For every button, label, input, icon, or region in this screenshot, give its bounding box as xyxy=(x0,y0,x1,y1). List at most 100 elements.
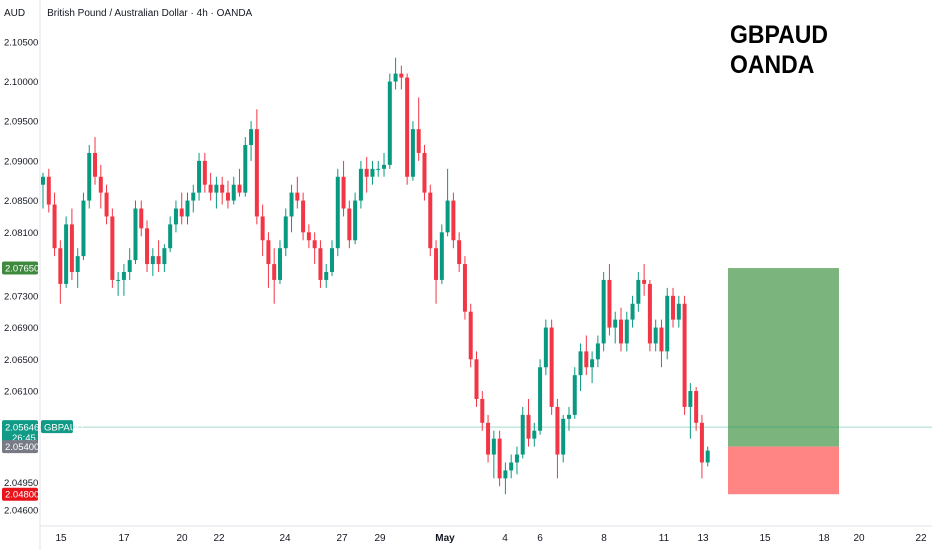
candle-body xyxy=(110,216,115,280)
candle-body xyxy=(665,295,670,352)
candle-body xyxy=(127,260,132,272)
time-tick-label: 18 xyxy=(818,533,830,544)
candle-body xyxy=(694,391,699,423)
price-tick-label: 2.06100 xyxy=(4,387,38,398)
candle-body xyxy=(272,264,277,280)
candle-body xyxy=(410,129,415,177)
time-tick-label: 8 xyxy=(601,533,607,544)
price-tick-label: 2.08100 xyxy=(4,228,38,239)
entry-price-tag-text: 2.05400 xyxy=(5,442,39,453)
candle-body xyxy=(578,351,583,376)
candle-body xyxy=(671,295,676,320)
candle-body xyxy=(503,470,508,479)
candle-body xyxy=(156,256,161,265)
candle-body xyxy=(509,462,514,471)
candle-body xyxy=(376,168,381,170)
candle-body xyxy=(688,391,693,407)
candle-body xyxy=(335,176,340,249)
candle-body xyxy=(121,272,126,280)
candle-body xyxy=(382,164,387,169)
candle-body xyxy=(266,240,271,265)
candle-body xyxy=(116,279,121,281)
stop-loss-zone[interactable] xyxy=(728,446,839,495)
candle-body xyxy=(69,224,74,272)
candle-body xyxy=(318,248,323,280)
candle-body xyxy=(58,248,63,284)
candle-body xyxy=(613,319,618,328)
watermark-exchange: OANDA xyxy=(730,51,815,79)
candle-body xyxy=(81,200,86,257)
candle-body xyxy=(312,240,317,249)
price-tick-label: 2.06900 xyxy=(4,323,38,334)
candle-body xyxy=(289,192,294,217)
candle-body xyxy=(543,327,548,368)
price-tick-label: 2.09000 xyxy=(4,156,38,167)
profit-zone[interactable] xyxy=(728,268,839,447)
candle-body xyxy=(237,184,242,193)
candle-body xyxy=(220,184,225,193)
symbol-tag-text: GBPAUD xyxy=(44,422,84,433)
candle-body xyxy=(532,430,537,439)
candle-body xyxy=(491,438,496,455)
time-tick-label: 15 xyxy=(55,533,67,544)
candle-body xyxy=(179,208,184,217)
candle-body xyxy=(526,414,531,439)
candle-body xyxy=(364,168,369,177)
long-position-tool[interactable] xyxy=(728,268,839,495)
target-price-tag xyxy=(2,261,38,275)
time-tick-label: 6 xyxy=(537,533,543,544)
entry-price-tag xyxy=(2,440,38,454)
stop-price-tag-text: 2.04800 xyxy=(5,490,39,501)
target-price-tag-text: 2.07650 xyxy=(5,263,39,274)
candle-body xyxy=(572,375,577,415)
bar-countdown-text: 26:45 xyxy=(12,433,36,444)
candle-body xyxy=(520,414,525,455)
candle-body xyxy=(254,129,259,217)
candle-body xyxy=(387,81,392,165)
time-axis[interactable]: 15 17 20 22 24 27 29 May 4 6 8 11 13 15 18 20 22 xyxy=(55,533,927,544)
candle-body xyxy=(642,279,647,284)
candle-body xyxy=(197,160,202,193)
candle-body xyxy=(619,319,623,344)
candle-body xyxy=(301,200,306,233)
candle-body xyxy=(358,168,363,201)
candle-body xyxy=(549,327,554,407)
candle-body xyxy=(249,129,254,146)
candle-body xyxy=(243,145,248,193)
time-tick-label: 20 xyxy=(176,533,188,544)
price-tick-label: 2.04950 xyxy=(4,478,38,489)
symbol-watermark: GBPAUD OANDA xyxy=(730,20,836,80)
candle-body xyxy=(353,200,358,241)
candle-body xyxy=(445,200,450,233)
candle-body xyxy=(422,152,427,193)
candle-body xyxy=(462,264,467,312)
candle-body xyxy=(393,73,398,82)
candle-body xyxy=(676,303,681,320)
candle-body xyxy=(283,216,288,249)
candle-body xyxy=(630,303,635,320)
candle-body xyxy=(52,204,57,249)
candle-body xyxy=(480,398,485,423)
candle-body xyxy=(191,192,196,201)
candle-body xyxy=(145,228,150,265)
candle-body xyxy=(133,208,138,261)
time-tick-label: May xyxy=(435,533,455,544)
candle-body xyxy=(330,248,334,272)
candle-body xyxy=(590,359,595,368)
price-axis[interactable]: 2.10500 2.10000 2.09500 2.09000 2.08500 2.081… xyxy=(4,37,38,516)
candle-body xyxy=(538,367,543,431)
candle-body xyxy=(699,422,704,463)
symbol-tag xyxy=(41,420,73,434)
candle-body xyxy=(231,184,236,201)
candle-body xyxy=(347,208,352,241)
candle-body xyxy=(162,248,167,265)
candle-body xyxy=(185,200,190,217)
price-tick-label: 2.04600 xyxy=(4,506,38,517)
time-tick-label: 17 xyxy=(118,533,130,544)
candle-body xyxy=(624,319,629,344)
time-tick-label: 11 xyxy=(659,533,670,544)
candle-body xyxy=(428,192,433,249)
current-price-text: 2.05646 xyxy=(5,422,39,433)
